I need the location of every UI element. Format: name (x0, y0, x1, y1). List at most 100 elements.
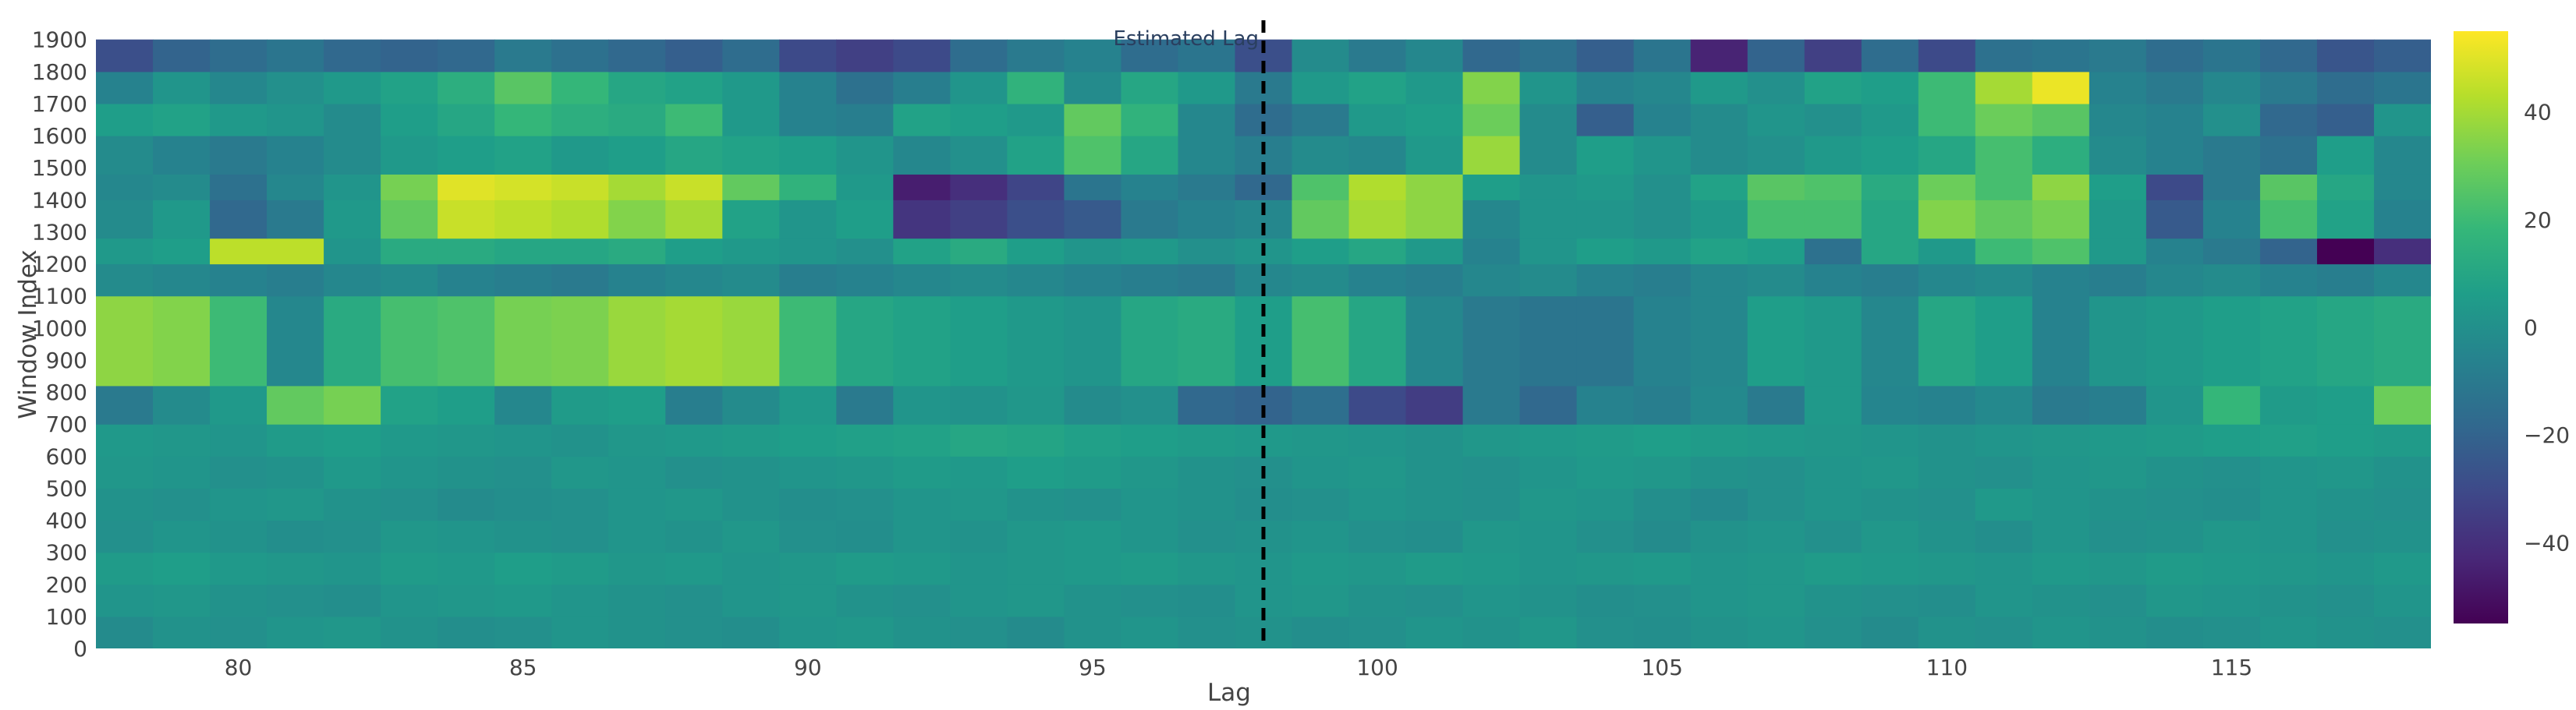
heatmap-cell (2373, 136, 2431, 175)
heatmap-cell (950, 385, 1008, 425)
heatmap-cell (1918, 520, 1976, 553)
heatmap-cell (1292, 520, 1350, 553)
heatmap-cell (2259, 136, 2318, 175)
heatmap-cell (1519, 238, 1578, 265)
heatmap-cell (1861, 39, 1919, 72)
heatmap-cell (438, 71, 495, 104)
heatmap-cell (210, 263, 268, 297)
y-tick-label: 900 (46, 348, 87, 373)
heatmap-cell (665, 424, 723, 457)
heatmap-cell (1633, 616, 1692, 648)
heatmap-cell (2089, 103, 2147, 136)
heatmap-cell (665, 200, 723, 239)
heatmap-cell (2259, 424, 2318, 457)
heatmap-cell (1633, 136, 1692, 175)
heatmap-cell (1576, 552, 1635, 585)
heatmap-cell (210, 424, 268, 457)
heatmap-cell (381, 488, 438, 521)
heatmap-cell (153, 552, 211, 585)
heatmap-cell (494, 456, 552, 489)
y-tick-label: 500 (46, 475, 87, 501)
heatmap-cell (2259, 200, 2318, 239)
heatmap-cell (210, 200, 268, 239)
heatmap-cell (1975, 456, 2033, 489)
heatmap-cell (1064, 103, 1122, 136)
heatmap-cell (1633, 263, 1692, 297)
heatmap-cell (1519, 584, 1578, 617)
heatmap-cell (324, 71, 381, 104)
heatmap-cell (1462, 39, 1521, 72)
heatmap-cell (2089, 295, 2147, 387)
heatmap-cell (608, 385, 666, 425)
y-axis-ticks: 0 100 200 300 400 500 600 700 800 900 1000 1100 1200… (32, 27, 87, 662)
heatmap-cell (2145, 200, 2204, 239)
heatmap-cell (665, 616, 723, 648)
heatmap-cell (1690, 263, 1749, 297)
heatmap-cell (2316, 584, 2375, 617)
heatmap-cell (438, 263, 495, 297)
heatmap-cell (1462, 584, 1521, 617)
heatmap-cell (153, 385, 211, 425)
heatmap-cell (2032, 263, 2090, 297)
heatmap-cell (494, 385, 552, 425)
heatmap-cell (722, 488, 780, 521)
heatmap-cell (96, 136, 154, 175)
x-tick-label: 90 (794, 655, 822, 680)
heatmap-cell (494, 552, 552, 585)
heatmap-cell (324, 103, 381, 136)
heatmap-cell (722, 71, 780, 104)
heatmap-cell (1975, 488, 2033, 521)
estimated-lag-marker: Estimated Lag (1113, 20, 1266, 648)
heatmap-cell (779, 584, 837, 617)
heatmap-cell (1405, 263, 1464, 297)
heatmap-cell (893, 136, 951, 175)
heatmap-cell (381, 174, 438, 200)
colorbar: 40 20 0 −20 −40 (2454, 31, 2570, 623)
heatmap-cell (1747, 488, 1805, 521)
heatmap-cell (2259, 488, 2318, 521)
heatmap-cell (1007, 552, 1065, 585)
heatmap-cell (1405, 174, 1464, 200)
heatmap-cell (381, 424, 438, 457)
heatmap-cell (494, 39, 552, 72)
heatmap-cell (1804, 238, 1862, 265)
heatmap-cell (2145, 263, 2204, 297)
heatmap-cell (893, 263, 951, 297)
heatmap-cell (210, 616, 268, 648)
heatmap-cell (1576, 424, 1635, 457)
heatmap-cell (2373, 238, 2431, 265)
y-tick-label: 1200 (32, 252, 87, 277)
colorbar-tick-label: 40 (2524, 100, 2552, 125)
heatmap-cell (1292, 71, 1350, 104)
heatmap-cell (1690, 136, 1749, 175)
heatmap-cell (1519, 174, 1578, 200)
heatmap-cell (2373, 424, 2431, 457)
heatmap-cell (1292, 584, 1350, 617)
x-tick-label: 80 (225, 655, 253, 680)
heatmap-cell (1405, 39, 1464, 72)
heatmap-cell (1121, 584, 1179, 617)
heatmap-cell (1918, 552, 1976, 585)
heatmap-cell (1007, 424, 1065, 457)
heatmap-cell (2089, 456, 2147, 489)
heatmap-cell (779, 520, 837, 553)
heatmap-cell (950, 263, 1008, 297)
heatmap-cell (950, 200, 1008, 239)
heatmap-cell (2259, 263, 2318, 297)
heatmap-cell (210, 39, 268, 72)
heatmap-cell (1690, 295, 1749, 387)
heatmap-cell (893, 385, 951, 425)
heatmap-cell (551, 424, 609, 457)
heatmap-cell (1064, 616, 1122, 648)
heatmap-cell (950, 424, 1008, 457)
heatmap-cell (2373, 456, 2431, 489)
heatmap-cell (1405, 103, 1464, 136)
heatmap-cell (1918, 103, 1976, 136)
heatmap-cell (1178, 424, 1236, 457)
heatmap-cell (1007, 39, 1065, 72)
heatmap-cell (381, 520, 438, 553)
heatmap-cell (1633, 200, 1692, 239)
heatmap-cell (608, 520, 666, 553)
heatmap-cell (665, 71, 723, 104)
heatmap-cell (1292, 488, 1350, 521)
